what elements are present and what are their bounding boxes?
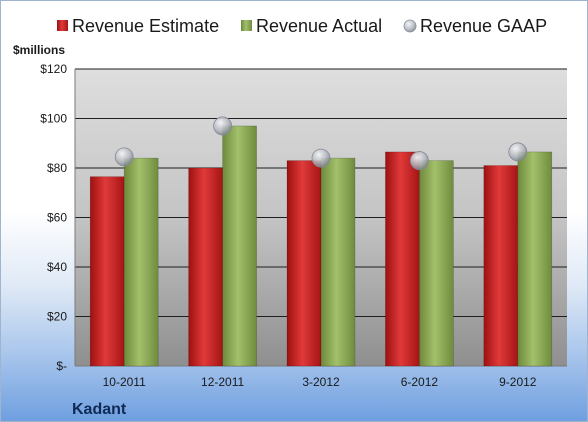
bar-revenue-actual bbox=[419, 160, 454, 367]
y-tick-label: $20 bbox=[47, 310, 67, 324]
y-tick-label: $80 bbox=[47, 161, 67, 175]
bar-revenue-actual bbox=[517, 151, 553, 367]
bar-revenue-estimate bbox=[188, 167, 223, 367]
bar-revenue-actual bbox=[222, 125, 257, 367]
y-tick-label: $120 bbox=[40, 62, 67, 76]
legend-label-revenue-estimate: Revenue Estimate bbox=[72, 16, 219, 36]
y-tick-label: $60 bbox=[47, 211, 67, 225]
bar-revenue-estimate bbox=[483, 165, 519, 367]
bar-revenue-estimate bbox=[385, 151, 420, 367]
legend: Revenue Estimate Revenue Actual Revenue … bbox=[57, 16, 547, 36]
x-tick-label: 10-2011 bbox=[103, 375, 146, 389]
x-tick-label: 3-2012 bbox=[302, 375, 340, 389]
marker-revenue-gaap bbox=[114, 147, 134, 167]
marker-revenue-gaap bbox=[508, 142, 528, 162]
x-tick-label: 9-2012 bbox=[499, 375, 537, 389]
marker-revenue-gaap bbox=[409, 151, 429, 170]
legend-swatch-revenue-actual bbox=[241, 20, 252, 31]
legend-swatch-revenue-estimate bbox=[57, 20, 68, 31]
bar-revenue-estimate bbox=[286, 160, 322, 367]
legend-swatch-revenue-gaap bbox=[403, 19, 417, 33]
x-tick-label: 12-2011 bbox=[201, 375, 244, 389]
company-name: Kadant bbox=[72, 401, 127, 418]
marker-revenue-gaap bbox=[213, 116, 233, 136]
x-tick-label: 6-2012 bbox=[401, 375, 439, 389]
y-axis-unit-label: $millions bbox=[13, 43, 65, 57]
y-tick-label: $40 bbox=[47, 260, 67, 274]
legend-label-revenue-actual: Revenue Actual bbox=[256, 16, 382, 36]
y-tick-label: $100 bbox=[40, 112, 67, 126]
y-tick-label: $- bbox=[56, 359, 67, 373]
bar-revenue-estimate bbox=[89, 176, 125, 367]
x-tick-labels: 10-2011 12-2011 3-2012 6-2012 9-2012 bbox=[103, 375, 537, 389]
legend-label-revenue-gaap: Revenue GAAP bbox=[420, 16, 547, 36]
bar-revenue-actual bbox=[320, 157, 356, 367]
gaap-markers bbox=[114, 116, 528, 170]
bars bbox=[89, 125, 553, 367]
marker-revenue-gaap bbox=[311, 148, 331, 168]
y-tick-labels: $- $20 $40 $60 $80 $100 $120 bbox=[40, 62, 67, 373]
bar-revenue-actual bbox=[123, 157, 159, 367]
